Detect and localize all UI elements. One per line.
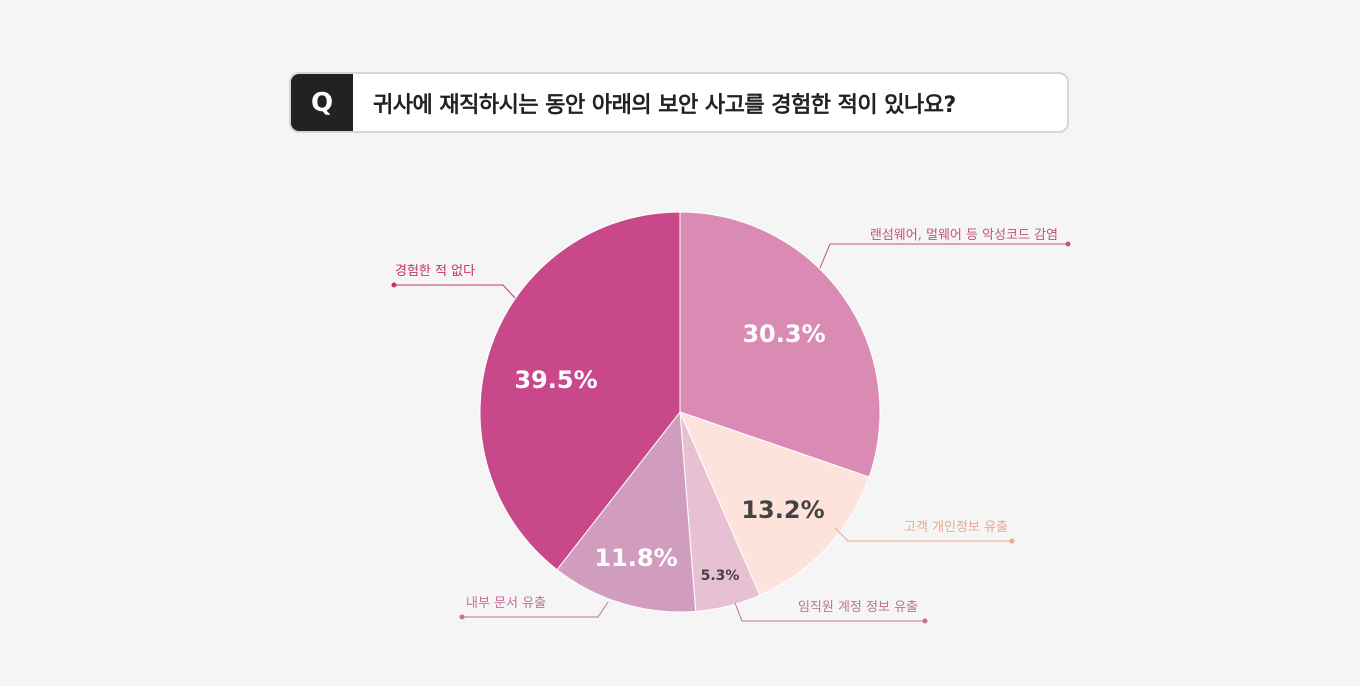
question-box: Q 귀사에 재직하시는 동안 아래의 보안 사고를 경험한 적이 있나요?	[289, 72, 1069, 133]
question-text: 귀사에 재직하시는 동안 아래의 보안 사고를 경험한 적이 있나요?	[373, 92, 956, 118]
pie-slice-ransomware	[679, 211, 881, 478]
slice-value-ransomware: 30.3%	[742, 320, 825, 348]
slice-value-no-experience: 39.5%	[514, 366, 597, 394]
pie-labels: 30.3% 랜섬웨어, 멀웨어 등 악성코드 감염 13.2% 고객 개인정보 유출 5…	[391, 228, 1071, 624]
leader-line-employee-account	[734, 602, 925, 622]
pie-slice-internal-docs	[556, 410, 697, 613]
slice-label-customer-info: 고객 개인정보 유출	[904, 520, 1008, 535]
slice-value-customer-info: 13.2%	[741, 496, 824, 524]
slice-label-no-experience: 경험한 적 없다	[395, 264, 475, 279]
leader-line-ransomware	[819, 243, 1068, 269]
leader-line-internal-docs	[462, 601, 609, 618]
leader-dot-customer-info	[1009, 538, 1015, 544]
leader-dot-no-experience	[391, 282, 397, 288]
leader-dot-internal-docs	[459, 614, 465, 620]
leader-dot-ransomware	[1065, 241, 1071, 247]
question-badge: Q	[291, 74, 353, 131]
slice-value-internal-docs: 11.8%	[594, 544, 677, 572]
pie-slice-customer-info	[679, 411, 870, 596]
slice-label-internal-docs: 내부 문서 유출	[466, 596, 546, 611]
slice-label-ransomware: 랜섬웨어, 멀웨어 등 악성코드 감염	[870, 228, 1058, 243]
pie-slice-no-experience	[479, 211, 681, 571]
leader-line-no-experience	[394, 284, 516, 299]
slice-label-employee-account: 임직원 계정 정보 유출	[798, 600, 918, 615]
pie-slices	[479, 211, 881, 613]
leader-line-customer-info	[834, 527, 1012, 542]
leader-dot-employee-account	[922, 618, 928, 624]
slice-value-employee-account: 5.3%	[701, 568, 740, 584]
